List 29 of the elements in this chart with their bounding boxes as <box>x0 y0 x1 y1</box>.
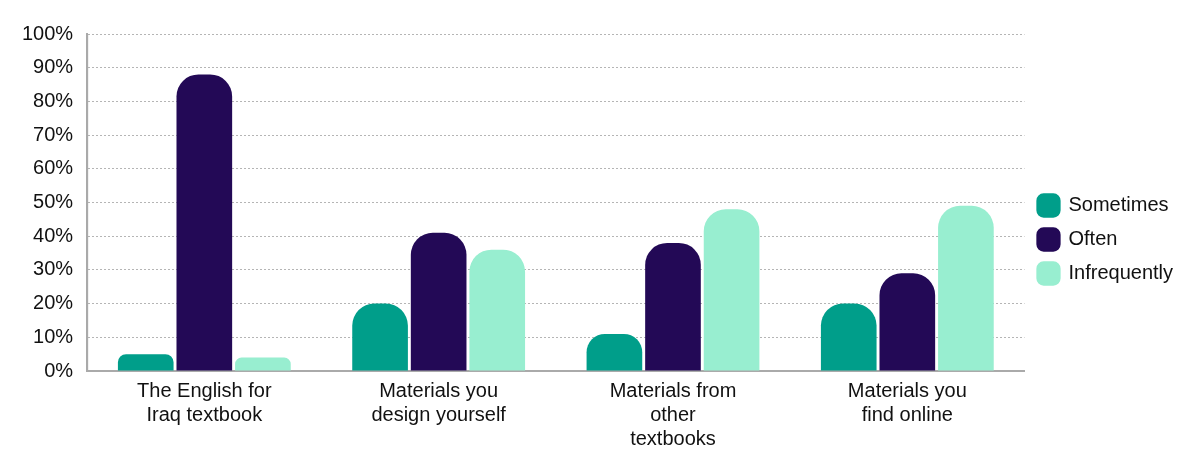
legend-label: Often <box>1068 227 1118 250</box>
bar <box>117 354 174 371</box>
bar <box>469 249 526 371</box>
bar <box>938 205 994 371</box>
y-tick-label: 30% <box>33 257 74 280</box>
bar <box>352 303 408 371</box>
x-tick-label: Materials you find online <box>847 378 967 425</box>
bar <box>410 232 467 371</box>
y-tick-label: 50% <box>33 190 74 213</box>
bar <box>645 242 701 371</box>
y-tick-label: 10% <box>33 324 74 347</box>
legend-label: Sometimes <box>1068 193 1169 216</box>
y-tick-label: 70% <box>33 122 74 145</box>
y-tick-label: 100% <box>22 21 74 44</box>
legend-label: Infrequently <box>1068 261 1173 284</box>
y-tick-label: 20% <box>33 291 74 314</box>
y-tick-label: 80% <box>33 88 74 111</box>
x-tick-label: Materials you design yourself <box>371 378 507 425</box>
bar <box>703 209 760 371</box>
x-tick-label: Materials from other textbooks <box>609 378 737 449</box>
bar <box>176 74 233 371</box>
bar <box>235 357 291 371</box>
y-tick-label: 90% <box>33 55 74 78</box>
y-tick-label: 0% <box>44 358 74 381</box>
bar <box>879 273 936 371</box>
bar <box>820 303 877 371</box>
y-tick-label: 60% <box>33 156 74 179</box>
x-tick-label: The English for Iraq textbook <box>137 378 272 425</box>
y-tick-label: 40% <box>33 223 74 246</box>
